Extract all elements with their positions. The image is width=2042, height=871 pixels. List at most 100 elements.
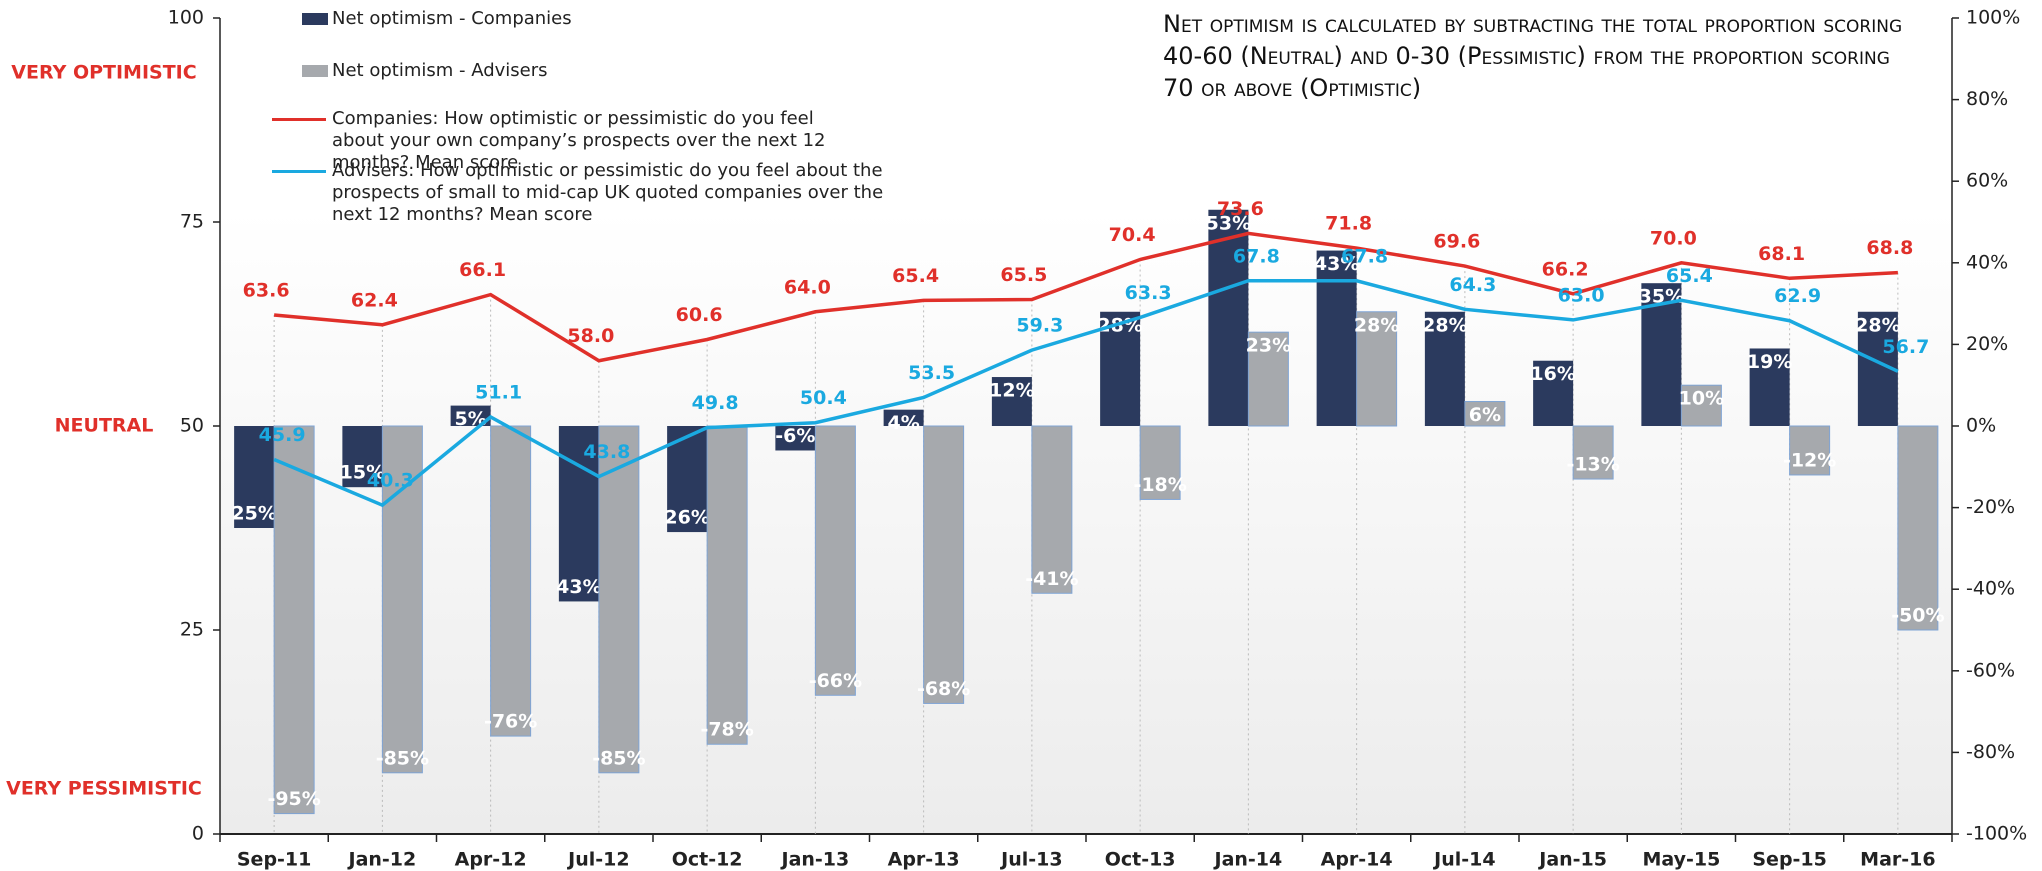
bar-label: -6% — [775, 425, 815, 447]
x-tick-label: Oct-13 — [1105, 849, 1176, 871]
x-tick-label: Jul-13 — [999, 849, 1062, 871]
line-label: 51.1 — [475, 382, 522, 404]
line-label: 68.8 — [1866, 237, 1913, 259]
bar — [1464, 401, 1506, 427]
bar-label: 10% — [1679, 388, 1724, 410]
bar-label: -85% — [376, 747, 429, 769]
x-tick-label: May-15 — [1642, 849, 1720, 871]
bar-label: 5% — [454, 408, 486, 430]
y2-tick-label: 80% — [1966, 88, 2008, 110]
bar — [1208, 209, 1249, 426]
bar — [814, 425, 856, 696]
legend-item: Net optimism - Companies — [272, 8, 572, 30]
line-label: 63.6 — [243, 280, 290, 302]
bar-label: -95% — [267, 788, 320, 810]
bar — [273, 425, 315, 815]
x-tick-label: Jan-13 — [780, 849, 850, 871]
x-tick-label: Sep-11 — [237, 849, 312, 871]
bar-label: 23% — [1246, 335, 1291, 357]
bar-label: 26% — [664, 507, 709, 529]
bar — [1139, 425, 1181, 500]
line-label: 62.4 — [351, 289, 398, 311]
bar-label: 12% — [989, 380, 1034, 402]
bar — [1680, 384, 1722, 427]
bar-label: -41% — [1025, 568, 1078, 590]
note: Net optimism is calculated by subtractin… — [1163, 10, 1903, 102]
bar — [1247, 331, 1289, 427]
line-label: 45.9 — [259, 424, 306, 446]
line-label: 67.8 — [1233, 245, 1280, 267]
line-label: 63.0 — [1558, 284, 1605, 306]
bar-label: 28% — [1422, 314, 1467, 336]
legend-swatch — [272, 13, 328, 25]
bar — [1424, 311, 1465, 426]
line-label: 43.8 — [583, 441, 630, 463]
annotation: VERY OPTIMISTIC — [11, 62, 196, 84]
line-label: 64.0 — [784, 276, 831, 298]
bar-label: 16% — [1530, 363, 1575, 385]
y-tick-label: 100 — [168, 7, 204, 29]
line-label: 58.0 — [567, 325, 614, 347]
line-label: 65.4 — [1666, 265, 1713, 287]
y2-tick-label: 100% — [1966, 7, 2020, 29]
x-tick-label: Jan-14 — [1213, 849, 1283, 871]
line-label: 71.8 — [1325, 213, 1372, 235]
legend-swatch — [272, 170, 326, 173]
bar-label: -50% — [1891, 605, 1944, 627]
line-label: 59.3 — [1016, 315, 1063, 337]
bar-label: -76% — [484, 711, 537, 733]
y2-tick-label: -40% — [1966, 578, 2015, 600]
line-label: 40.3 — [367, 470, 414, 492]
line-label: 70.0 — [1650, 227, 1697, 249]
legend-swatch — [272, 65, 328, 77]
line-label: 50.4 — [800, 387, 847, 409]
bar — [1572, 425, 1614, 480]
bar-label: -18% — [1133, 474, 1186, 496]
legend-item: Net optimism - Advisers — [272, 60, 548, 82]
line-label: 53.5 — [908, 362, 955, 384]
bar — [1316, 250, 1357, 426]
bar — [450, 405, 491, 426]
y-tick-label: 75 — [180, 211, 204, 233]
bar-label: 43% — [556, 576, 601, 598]
bar-label: 15% — [340, 462, 385, 484]
legend-label: Net optimism - Companies — [332, 8, 572, 29]
line-label: 60.6 — [676, 304, 723, 326]
bar — [1356, 311, 1398, 427]
bar-label: 25% — [231, 503, 276, 525]
line — [273, 231, 1898, 363]
bar — [991, 377, 1032, 426]
legend-swatch — [272, 118, 326, 121]
x-tick-label: Jan-12 — [347, 849, 417, 871]
bar — [883, 409, 924, 426]
line — [273, 279, 1899, 508]
bar — [234, 426, 275, 528]
line-label: 49.8 — [692, 392, 739, 414]
line-label: 64.3 — [1449, 274, 1496, 296]
line-label: 65.5 — [1000, 264, 1047, 286]
x-tick-label: Mar-16 — [1860, 849, 1935, 871]
bar — [923, 425, 965, 704]
bar — [558, 426, 599, 602]
y2-tick-label: 40% — [1966, 251, 2008, 273]
bar-label: -66% — [809, 670, 862, 692]
y2-tick-label: 20% — [1966, 333, 2008, 355]
x-tick-label: Apr-14 — [1321, 849, 1393, 871]
y2-tick-label: -100% — [1966, 823, 2027, 845]
bar-label: 43% — [1314, 253, 1359, 275]
y2-tick-label: -80% — [1966, 741, 2015, 763]
bar — [706, 425, 748, 745]
line-label: 66.2 — [1542, 258, 1589, 280]
bar — [1031, 425, 1073, 594]
line-label: 62.9 — [1774, 285, 1821, 307]
x-tick-label: Apr-12 — [455, 849, 527, 871]
x-tick-label: Oct-12 — [672, 849, 743, 871]
bar-label: 28% — [1354, 314, 1399, 336]
line-label: 73.6 — [1217, 198, 1264, 220]
bar — [342, 426, 383, 488]
line-label: 67.8 — [1341, 245, 1388, 267]
bar-label: -78% — [700, 719, 753, 741]
bar — [381, 425, 423, 774]
annotation: NEUTRAL — [55, 415, 154, 437]
